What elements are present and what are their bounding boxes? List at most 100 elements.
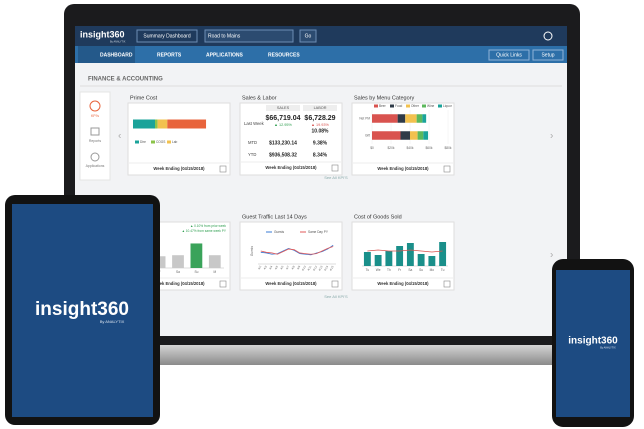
x-tick-label: $0	[370, 146, 374, 150]
x-tick-label: 4/6	[279, 264, 285, 270]
bar	[208, 255, 221, 268]
bar-segment	[405, 114, 417, 123]
see-all-link[interactable]: See All KPI'S	[324, 175, 348, 180]
sidebar-item[interactable]: KPI's	[91, 114, 99, 118]
legend-label: Dire	[140, 140, 146, 144]
nav-item[interactable]: RESOURCES	[268, 52, 300, 58]
go-button-label: Go	[305, 33, 312, 39]
x-tick-label: 4/14	[323, 264, 329, 271]
x-tick-label: Mo	[430, 268, 435, 272]
see-all-link[interactable]: See All KPI'S	[324, 294, 348, 299]
nav-item[interactable]: REPORTS	[157, 52, 182, 58]
grid-icon[interactable]	[443, 280, 451, 288]
card-title: Sales & Labor	[242, 95, 277, 101]
sales-labor-card: Sales & Labor SALES LABOR Last Week $66,…	[239, 95, 343, 176]
grid-icon[interactable]	[219, 165, 227, 173]
row-label: YTD	[248, 152, 256, 157]
bar	[374, 255, 382, 266]
grid-icon[interactable]	[443, 165, 451, 173]
x-tick-label: Th	[387, 268, 391, 272]
bar-segment	[372, 114, 398, 123]
location-select[interactable]	[204, 29, 294, 43]
bar	[406, 243, 414, 266]
tablet-screen	[12, 204, 153, 417]
x-tick-label: Fr	[398, 268, 402, 272]
phone-screen	[556, 270, 630, 417]
line	[260, 246, 334, 255]
grid-icon[interactable]	[331, 280, 339, 288]
next-arrow[interactable]: ›	[550, 131, 553, 142]
sidebar-item[interactable]: Reports	[89, 139, 102, 143]
line	[367, 249, 443, 253]
dashboard-button-label: Summary Dashboard	[143, 33, 190, 39]
x-tick-label: 4/5	[274, 264, 280, 270]
legend-swatch	[151, 140, 155, 144]
x-tick-label: $80k	[445, 146, 452, 150]
card-footer: Week Ending (04/15/2018)	[153, 281, 205, 286]
x-tick-label: $60k	[426, 146, 433, 150]
location-select-label: Road to Mains	[208, 33, 241, 39]
sidebar-item[interactable]: Applications	[86, 164, 105, 168]
section-title: FINANCE & ACCOUNTING	[88, 77, 163, 83]
bar	[172, 255, 184, 268]
card-title: Sales by Menu Category	[354, 95, 414, 101]
labor-change: ▲ 19.93%	[311, 123, 329, 127]
legend-label: Lab	[172, 140, 178, 144]
card-title: Guest Traffic Last 14 Days	[242, 214, 307, 220]
applications-icon[interactable]	[90, 152, 100, 162]
grid-icon[interactable]	[331, 164, 339, 172]
note: ▲ 10.47% from same week PY	[182, 229, 227, 233]
x-tick-label: $20k	[388, 146, 395, 150]
logo: insight360	[80, 29, 125, 39]
bar-segment	[133, 119, 155, 129]
nav-item[interactable]: DASHBOARD	[100, 52, 133, 58]
card	[239, 102, 343, 176]
dashboard-button[interactable]	[136, 29, 198, 43]
go-button[interactable]	[299, 29, 317, 43]
prev-arrow[interactable]: ‹	[118, 131, 121, 142]
top-bar	[75, 26, 567, 46]
column-header-bg	[266, 105, 300, 111]
x-tick-label: Su	[194, 270, 198, 274]
phone: insight360 By ANALYTIX	[552, 259, 634, 427]
legend-swatch	[135, 140, 139, 144]
bar-segment	[422, 114, 427, 123]
legend-swatch	[167, 140, 171, 144]
nav-item[interactable]: APPLICATIONS	[206, 52, 244, 58]
labor-pct: 9.38%	[313, 140, 328, 146]
x-tick-label: 4/3	[262, 264, 268, 270]
bar	[428, 256, 436, 266]
nav-active	[78, 46, 135, 63]
user-icon[interactable]	[543, 31, 553, 41]
column-header: LABOR	[314, 106, 327, 110]
x-tick-label: 4/15	[329, 264, 335, 271]
bar	[417, 254, 425, 266]
bar-segment	[417, 131, 424, 140]
setup: Setup	[541, 52, 554, 58]
legend-swatch	[406, 104, 410, 108]
x-tick-label: M	[213, 270, 216, 274]
x-tick-label: 4/11	[306, 264, 312, 271]
row-label: Last Week	[244, 121, 265, 126]
legend-swatch	[390, 104, 394, 108]
labor-value: $6,728.29	[304, 115, 335, 122]
x-tick-label: 4/7	[285, 264, 291, 270]
grid-icon[interactable]	[219, 280, 227, 288]
y-axis-label: Guests	[250, 246, 254, 257]
column-header-bg	[303, 105, 337, 111]
x-tick-label: 4/12	[312, 264, 318, 271]
legend-swatch	[438, 104, 442, 108]
kpi-icon[interactable]	[89, 100, 101, 112]
reports-icon[interactable]	[90, 127, 100, 136]
legend-label: Liquor	[443, 104, 453, 108]
bar-segment	[416, 114, 423, 123]
next-arrow[interactable]: ›	[550, 250, 553, 261]
quick-links-button[interactable]	[488, 49, 530, 61]
bar-segment	[397, 114, 406, 123]
sales-value: $66,719.04	[265, 115, 300, 122]
setup-button[interactable]	[532, 49, 564, 61]
card-footer: Week Ending (04/15/2018)	[377, 166, 429, 171]
card-footer: Week Ending (04/15/2018)	[265, 165, 317, 170]
tablet: insight360 By ANALYTIX	[5, 195, 160, 425]
legend-swatch	[422, 104, 426, 108]
